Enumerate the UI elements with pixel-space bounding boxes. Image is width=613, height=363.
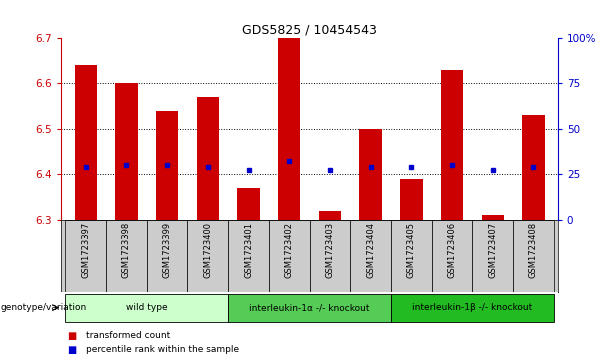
- Text: GSM1723404: GSM1723404: [366, 222, 375, 278]
- Bar: [482, 215, 504, 220]
- Text: GSM1723406: GSM1723406: [447, 222, 457, 278]
- Bar: [197, 97, 219, 220]
- Bar: [147, 220, 188, 292]
- Bar: [400, 179, 422, 220]
- Text: interleukin-1β -/- knockout: interleukin-1β -/- knockout: [412, 303, 533, 312]
- Bar: [278, 38, 300, 220]
- Bar: [441, 70, 463, 220]
- Text: GSM1723401: GSM1723401: [244, 222, 253, 278]
- Text: wild type: wild type: [126, 303, 167, 312]
- Bar: [310, 220, 350, 292]
- Bar: [513, 220, 554, 292]
- Bar: [228, 220, 269, 292]
- Text: GSM1723399: GSM1723399: [162, 222, 172, 278]
- Text: ■: ■: [67, 344, 77, 355]
- Text: GSM1723397: GSM1723397: [81, 222, 90, 278]
- Text: percentile rank within the sample: percentile rank within the sample: [86, 345, 239, 354]
- Bar: [391, 294, 554, 322]
- Bar: [115, 83, 137, 220]
- Bar: [66, 220, 106, 292]
- Text: GSM1723403: GSM1723403: [326, 222, 335, 278]
- Bar: [75, 65, 97, 220]
- Bar: [359, 129, 382, 220]
- Bar: [432, 220, 473, 292]
- Bar: [188, 220, 228, 292]
- Bar: [319, 211, 341, 220]
- Title: GDS5825 / 10454543: GDS5825 / 10454543: [242, 24, 377, 37]
- Text: GSM1723402: GSM1723402: [284, 222, 294, 278]
- Bar: [156, 111, 178, 220]
- Text: interleukin-1α -/- knockout: interleukin-1α -/- knockout: [249, 303, 370, 312]
- Text: GSM1723407: GSM1723407: [488, 222, 497, 278]
- Bar: [522, 115, 544, 220]
- Bar: [473, 220, 513, 292]
- Bar: [66, 294, 228, 322]
- Bar: [228, 294, 391, 322]
- Text: ■: ■: [67, 331, 77, 341]
- Text: GSM1723400: GSM1723400: [204, 222, 212, 278]
- Bar: [391, 220, 432, 292]
- Text: GSM1723398: GSM1723398: [122, 222, 131, 278]
- Bar: [350, 220, 391, 292]
- Text: GSM1723408: GSM1723408: [529, 222, 538, 278]
- Text: transformed count: transformed count: [86, 331, 170, 340]
- Bar: [269, 220, 310, 292]
- Text: genotype/variation: genotype/variation: [1, 303, 87, 312]
- Text: GSM1723405: GSM1723405: [407, 222, 416, 278]
- Bar: [237, 188, 260, 220]
- Bar: [106, 220, 147, 292]
